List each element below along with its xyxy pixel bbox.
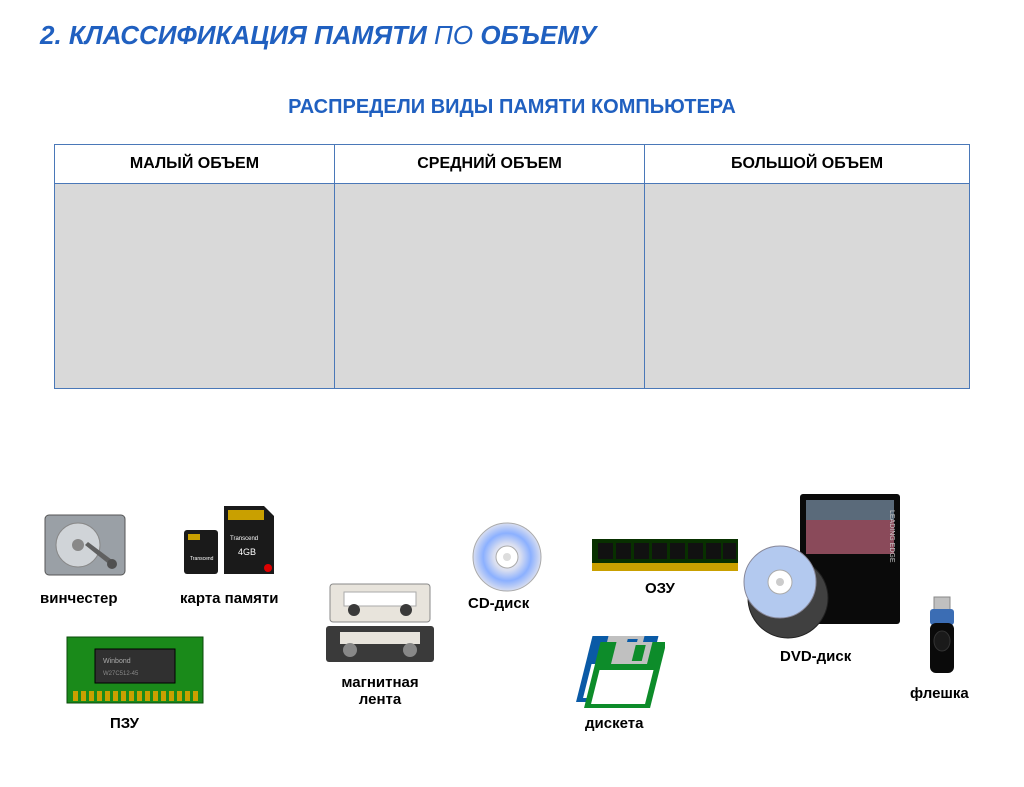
pzu-icon: Winbond W27C512-45	[65, 635, 205, 705]
hdd-icon	[40, 510, 130, 580]
svg-text:LEADING EDGE: LEADING EDGE	[888, 510, 895, 563]
title-thin: ПО	[434, 20, 473, 50]
dvd-icon: LEADING EDGE LEADING EDGE	[740, 490, 910, 645]
title-number: 2.	[40, 20, 62, 50]
item-pzu[interactable]: Winbond W27C512-45	[65, 635, 205, 705]
drop-medium[interactable]	[334, 184, 644, 389]
svg-text:Winbond: Winbond	[103, 658, 131, 665]
label-flash: флешка	[910, 685, 969, 702]
item-memcard[interactable]: Transcend Transcend 4GB	[180, 500, 280, 580]
label-dvd: DVD-диск	[780, 648, 851, 665]
svg-text:4GB: 4GB	[238, 547, 256, 557]
title-part2: ОБЪЕМУ	[480, 20, 596, 50]
item-tape[interactable]	[320, 580, 440, 665]
label-memcard: карта памяти	[180, 590, 270, 607]
col-medium: СРЕДНИЙ ОБЪЕМ	[334, 145, 644, 184]
subtitle: РАСПРЕДЕЛИ ВИДЫ ПАМЯТИ КОМПЬЮТЕРА	[0, 96, 1024, 119]
label-ozu: ОЗУ	[645, 580, 675, 597]
item-cd[interactable]	[470, 520, 545, 595]
svg-text:W27C512-45: W27C512-45	[103, 671, 139, 677]
col-large: БОЛЬШОЙ ОБЪЕМ	[645, 145, 970, 184]
cd-icon	[470, 520, 545, 595]
label-cd: CD-диск	[468, 595, 529, 612]
svg-text:Transcend: Transcend	[230, 536, 258, 542]
memcard-icon: Transcend Transcend 4GB	[180, 500, 280, 580]
item-hdd[interactable]	[40, 510, 130, 580]
item-flash[interactable]	[920, 595, 965, 680]
drop-small[interactable]	[55, 184, 335, 389]
label-floppy: дискета	[585, 715, 643, 732]
tape-icon	[320, 580, 440, 665]
item-floppy[interactable]	[570, 630, 665, 710]
label-hdd: винчестер	[40, 590, 118, 607]
item-dvd[interactable]: LEADING EDGE LEADING EDGE	[740, 490, 910, 645]
label-pzu: ПЗУ	[110, 715, 139, 732]
label-tape: магнитнаялента	[320, 675, 440, 708]
ram-icon	[590, 535, 740, 575]
floppy-icon	[570, 630, 665, 710]
item-ozu[interactable]	[590, 535, 740, 575]
flash-icon	[920, 595, 965, 680]
drop-large[interactable]	[645, 184, 970, 389]
classification-table: МАЛЫЙ ОБЪЕМ СРЕДНИЙ ОБЪЕМ БОЛЬШОЙ ОБЪЕМ	[54, 144, 970, 389]
title-part1: КЛАССИФИКАЦИЯ ПАМЯТИ	[69, 20, 427, 50]
main-title: 2. КЛАССИФИКАЦИЯ ПАМЯТИ ПО ОБЪЕМУ	[40, 20, 1024, 51]
col-small: МАЛЫЙ ОБЪЕМ	[55, 145, 335, 184]
items-area: винчестер Transcend Transcend 4GB карта …	[40, 490, 1004, 770]
svg-text:Transcend: Transcend	[190, 556, 214, 562]
